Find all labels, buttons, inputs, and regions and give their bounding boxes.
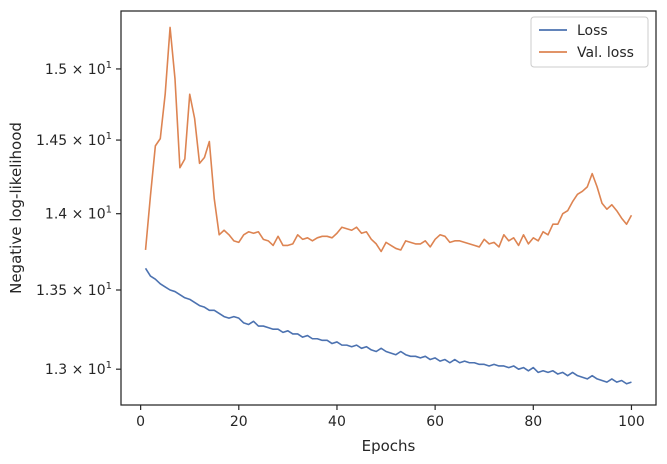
- x-tick-label: 40: [328, 414, 346, 430]
- series-line-0: [144, 267, 632, 385]
- series-line-1: [144, 26, 633, 253]
- x-tick-label: 0: [136, 414, 145, 430]
- series-layer: [144, 26, 633, 385]
- x-axis: 0 20 40 60 80 100: [136, 405, 645, 430]
- y-tick-label: 1.5 × 101: [45, 60, 112, 78]
- x-tick-label: 20: [230, 414, 248, 430]
- legend: Loss Val. loss: [530, 16, 649, 68]
- x-axis-label: Epochs: [362, 437, 416, 455]
- y-axis: 1.3 × 101 1.35 × 101 1.4 × 101 1.45 × 101 1.…: [36, 60, 121, 378]
- x-tick-label: 100: [618, 414, 645, 430]
- y-tick-label: 1.45 × 101: [36, 131, 112, 149]
- x-tick-label: 60: [426, 414, 444, 430]
- y-axis-label: Negative log-likelihood: [7, 122, 25, 294]
- x-tick-label: 80: [524, 414, 542, 430]
- y-tick-label: 1.4 × 101: [45, 205, 112, 223]
- y-tick-label: 1.35 × 101: [36, 281, 112, 299]
- legend-label-1: Val. loss: [577, 45, 634, 61]
- legend-label-0: Loss: [577, 23, 608, 39]
- y-tick-label: 1.3 × 101: [45, 360, 112, 378]
- plot-area: [120, 10, 657, 406]
